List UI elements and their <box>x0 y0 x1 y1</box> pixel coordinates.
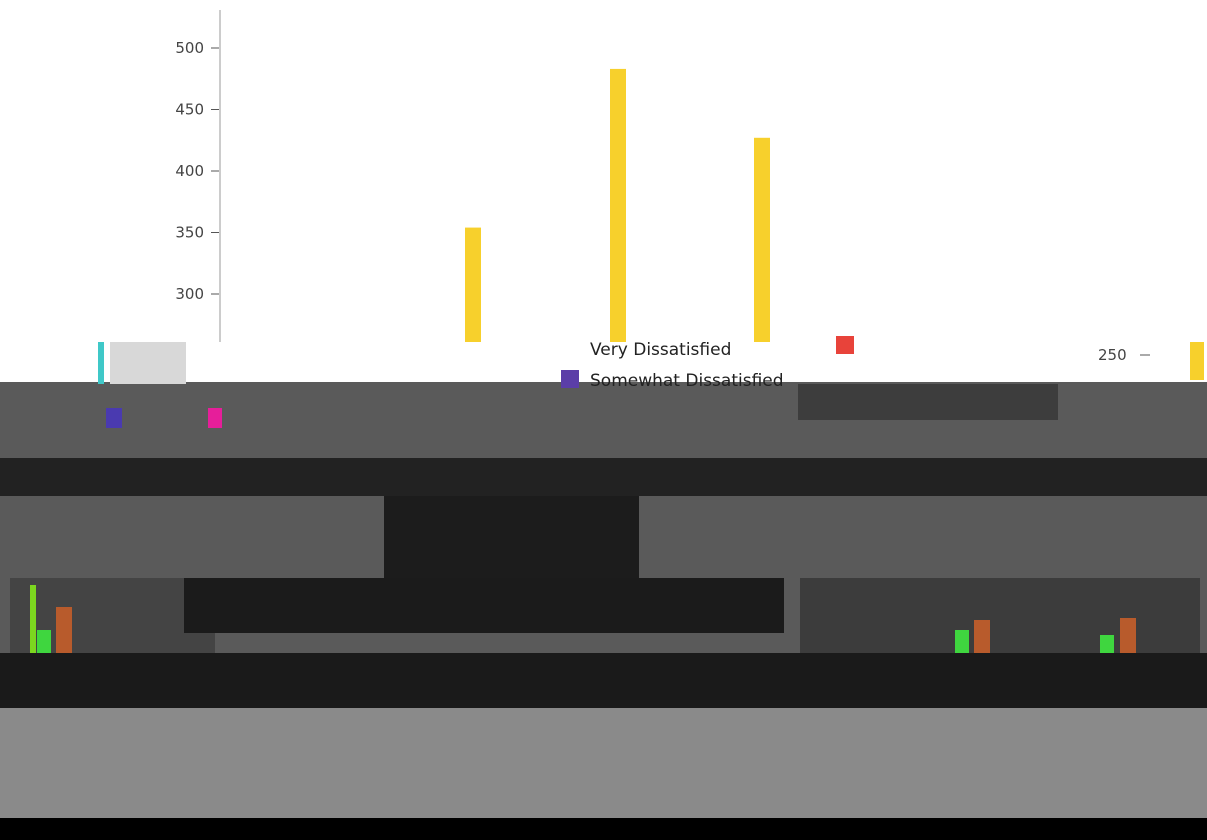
y-tick-label: 400 <box>175 162 204 180</box>
bar-very-satisfied <box>465 227 481 342</box>
secondary-axis: 250 <box>1098 346 1150 364</box>
legend-label-somewhat-dissatisfied: Somewhat Dissatisfied <box>590 371 784 391</box>
legend-label-very-dissatisfied: Very Dissatisfied <box>590 340 731 360</box>
legend-swatch-somewhat-dissatisfied <box>561 370 579 388</box>
legend-swatch-very-dissatisfied <box>836 336 854 354</box>
overlay-artifacts <box>0 342 1207 840</box>
legend: Very Dissatisfied Somewhat Dissatisfied <box>561 336 854 391</box>
y-tick-label: 300 <box>175 285 204 303</box>
y-tick-label: 350 <box>175 224 204 242</box>
secondary-tick-label: 250 <box>1098 346 1127 364</box>
bar-very-satisfied <box>754 137 770 342</box>
y-tick-label: 500 <box>175 39 204 57</box>
y-tick-label: 450 <box>175 101 204 119</box>
bar-very-satisfied <box>610 68 626 342</box>
y-axis-ticks: 500 450 400 350 300 <box>175 39 219 303</box>
bars <box>465 68 770 342</box>
